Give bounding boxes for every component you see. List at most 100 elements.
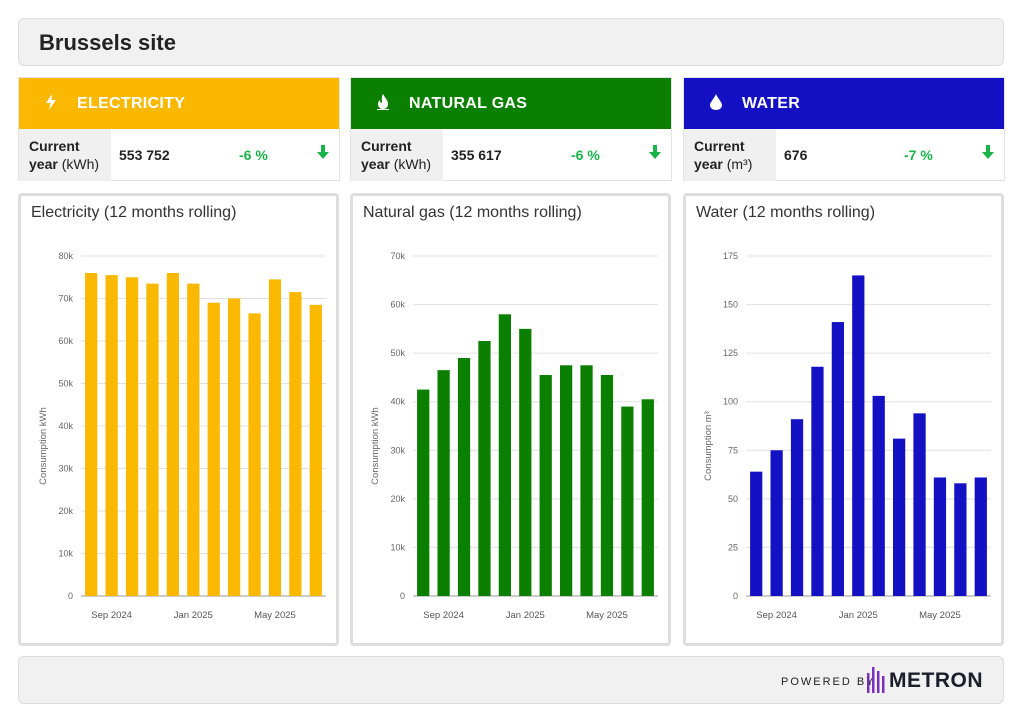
bar-jul-2025[interactable] bbox=[309, 304, 322, 596]
bar-nov-2024[interactable] bbox=[811, 366, 824, 596]
bar-sep-2024[interactable] bbox=[770, 450, 783, 596]
lightning-icon bbox=[41, 93, 61, 114]
kpi-label: Current year (m³) bbox=[684, 129, 776, 181]
bar-feb-2025[interactable] bbox=[207, 302, 220, 596]
bar-aug-2024[interactable] bbox=[85, 273, 98, 596]
kpi-change: -6 % bbox=[571, 147, 600, 163]
bar-dec-2024[interactable] bbox=[166, 273, 179, 596]
y-tick-label: 50 bbox=[728, 494, 738, 504]
y-tick-label: 40k bbox=[390, 397, 405, 407]
bar-mar-2025[interactable] bbox=[228, 298, 241, 597]
y-tick-label: 20k bbox=[390, 494, 405, 504]
y-tick-label: 125 bbox=[723, 348, 738, 358]
bar-jul-2025[interactable] bbox=[974, 477, 987, 596]
y-tick-label: 80k bbox=[58, 251, 73, 261]
kpi-value: 676 bbox=[784, 147, 808, 163]
y-tick-label: 40k bbox=[58, 421, 73, 431]
chart-title: Natural gas (12 months rolling) bbox=[363, 204, 582, 221]
page-title: Brussels site bbox=[39, 30, 176, 55]
kpi-header: ELECTRICITY bbox=[19, 78, 339, 129]
bar-mar-2025[interactable] bbox=[560, 365, 573, 596]
bar-dec-2024[interactable] bbox=[498, 314, 511, 596]
flame-icon bbox=[373, 93, 393, 114]
y-tick-label: 100 bbox=[723, 397, 738, 407]
y-tick-label: 60k bbox=[390, 300, 405, 310]
y-tick-label: 70k bbox=[58, 294, 73, 304]
y-tick-label: 50k bbox=[58, 379, 73, 389]
bar-may-2025[interactable] bbox=[933, 477, 947, 596]
chart-title: Water (12 months rolling) bbox=[696, 204, 876, 221]
y-tick-label: 50k bbox=[390, 348, 405, 358]
bar-may-2025[interactable] bbox=[600, 375, 614, 596]
chart-card-natural-gas: Natural gas (12 months rolling) 0 10k 20k 3… bbox=[350, 193, 671, 646]
bar-sep-2024[interactable] bbox=[437, 370, 450, 596]
bar-feb-2025[interactable] bbox=[539, 375, 552, 596]
y-tick-label: 0 bbox=[400, 591, 405, 601]
bar-jul-2025[interactable] bbox=[641, 399, 654, 596]
y-tick-label: 10k bbox=[390, 542, 405, 552]
kpi-header: NATURAL GAS bbox=[351, 78, 671, 129]
kpi-title: NATURAL GAS bbox=[409, 94, 528, 112]
bar-aug-2024[interactable] bbox=[750, 471, 763, 596]
x-tick-label: Sep 2024 bbox=[91, 610, 132, 621]
bar-nov-2024[interactable] bbox=[146, 283, 159, 596]
y-axis-label: Consumption m³ bbox=[703, 411, 714, 481]
kpi-value: 553 752 bbox=[119, 147, 170, 163]
bar-mar-2025[interactable] bbox=[893, 438, 906, 596]
bar-sep-2024[interactable] bbox=[105, 275, 118, 596]
bar-nov-2024[interactable] bbox=[478, 341, 491, 596]
y-tick-label: 75 bbox=[728, 445, 738, 455]
x-tick-label: Sep 2024 bbox=[756, 610, 797, 621]
metron-logo-icon bbox=[867, 667, 885, 693]
kpi-card-water: WATER Current year (m³) 676 -7 % bbox=[683, 77, 1005, 181]
bar-jun-2025[interactable] bbox=[621, 406, 634, 596]
bar-oct-2024[interactable] bbox=[125, 277, 139, 596]
bar-jun-2025[interactable] bbox=[954, 483, 967, 596]
kpi-title: ELECTRICITY bbox=[77, 94, 186, 112]
bar-feb-2025[interactable] bbox=[872, 395, 885, 596]
arrow-down-icon bbox=[649, 145, 661, 163]
bar-apr-2025[interactable] bbox=[913, 413, 926, 596]
x-tick-label: Sep 2024 bbox=[423, 610, 464, 621]
bar-apr-2025[interactable] bbox=[248, 313, 261, 596]
bar-aug-2024[interactable] bbox=[417, 389, 430, 596]
footer: POWERED BY METRON bbox=[18, 656, 1004, 704]
arrow-down-icon bbox=[982, 145, 994, 163]
kpi-change: -7 % bbox=[904, 147, 933, 163]
page-header: Brussels site bbox=[18, 18, 1004, 66]
chart-title: Electricity (12 months rolling) bbox=[31, 204, 237, 221]
bar-apr-2025[interactable] bbox=[580, 365, 593, 596]
y-tick-label: 70k bbox=[390, 251, 405, 261]
y-tick-label: 30k bbox=[390, 445, 405, 455]
chart-card-water: Water (12 months rolling) 0 25 50 75 100 125 1… bbox=[683, 193, 1004, 646]
electricity-bar-chart: 0 10k 20k 30k 40k 50k 60k 70k 80k Consumption kWh… bbox=[38, 251, 326, 621]
x-tick-label: May 2025 bbox=[919, 610, 961, 621]
x-tick-label: Jan 2025 bbox=[506, 610, 545, 621]
bar-jan-2025[interactable] bbox=[519, 328, 532, 596]
water-drop-icon bbox=[706, 93, 726, 114]
bar-may-2025[interactable] bbox=[268, 279, 282, 596]
x-tick-label: Jan 2025 bbox=[174, 610, 213, 621]
natural-gas-bar-chart: 0 10k 20k 30k 40k 50k 60k 70k Consumption kWh Sep… bbox=[370, 251, 658, 621]
bar-jun-2025[interactable] bbox=[289, 292, 302, 596]
x-tick-label: May 2025 bbox=[254, 610, 296, 621]
bar-oct-2024[interactable] bbox=[457, 358, 471, 596]
y-tick-label: 60k bbox=[58, 336, 73, 346]
x-tick-label: Jan 2025 bbox=[839, 610, 878, 621]
bar-dec-2024[interactable] bbox=[831, 322, 844, 596]
kpi-change: -6 % bbox=[239, 147, 268, 163]
water-bar-chart: 0 25 50 75 100 125 150 175 Consumption m³ Sep 202… bbox=[703, 251, 991, 621]
y-tick-label: 30k bbox=[58, 464, 73, 474]
kpi-card-electricity: ELECTRICITY Current year (kWh) 553 752 -6… bbox=[18, 77, 340, 181]
kpi-card-natural-gas: NATURAL GAS Current year (kWh) 355 617 -6… bbox=[350, 77, 672, 181]
kpi-label: Current year (kWh) bbox=[19, 129, 111, 181]
kpi-header: WATER bbox=[684, 78, 1004, 129]
bar-jan-2025[interactable] bbox=[852, 275, 865, 596]
x-tick-label: May 2025 bbox=[586, 610, 628, 621]
bar-jan-2025[interactable] bbox=[187, 283, 200, 596]
y-tick-label: 10k bbox=[58, 549, 73, 559]
brand-name: METRON bbox=[889, 669, 983, 692]
bar-oct-2024[interactable] bbox=[790, 419, 804, 596]
y-tick-label: 175 bbox=[723, 251, 738, 261]
y-tick-label: 25 bbox=[728, 542, 738, 552]
